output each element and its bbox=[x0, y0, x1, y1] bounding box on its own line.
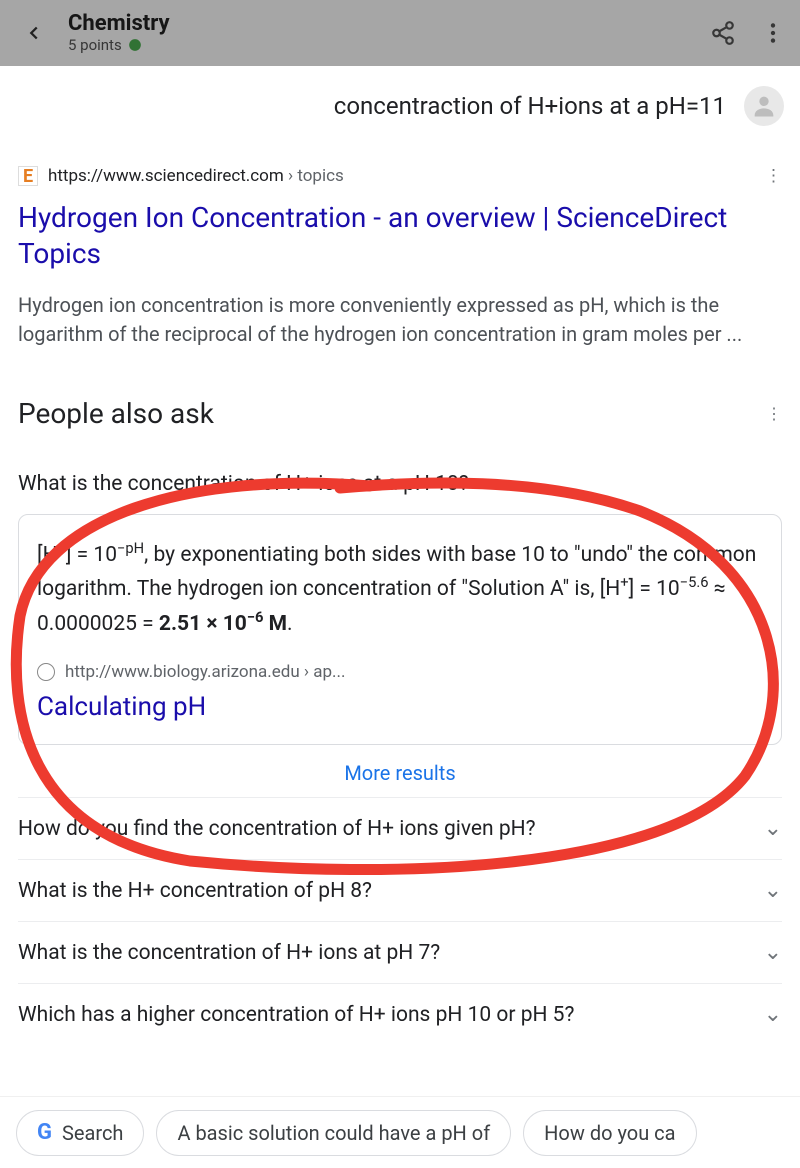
chevron-down-icon: ⌄ bbox=[764, 1002, 782, 1027]
paa-question[interactable]: Which has a higher concentration of H+ i… bbox=[18, 983, 782, 1045]
result-title[interactable]: Hydrogen Ion Concentration - an overview… bbox=[18, 200, 782, 273]
chip-label: Search bbox=[62, 1121, 123, 1145]
chip-suggestion[interactable]: A basic solution could have a pH of bbox=[156, 1110, 511, 1156]
paa-answer-link[interactable]: Calculating pH bbox=[37, 692, 763, 722]
paa-menu-icon[interactable]: ⋮ bbox=[766, 404, 782, 423]
search-result[interactable]: E https://www.sciencedirect.com › topics… bbox=[18, 146, 782, 357]
suggestion-chips: G Search A basic solution could have a p… bbox=[0, 1096, 800, 1168]
back-button[interactable] bbox=[14, 13, 54, 53]
more-icon[interactable] bbox=[760, 20, 786, 46]
header-points: 5 points bbox=[68, 36, 122, 54]
app-header: Chemistry 5 points bbox=[0, 0, 800, 66]
info-icon bbox=[128, 38, 142, 52]
header-title: Chemistry bbox=[68, 12, 710, 36]
paa-q3-text: What is the H+ concentration of pH 8? bbox=[18, 879, 372, 903]
avatar-icon bbox=[750, 92, 778, 120]
google-logo-icon: G bbox=[37, 1120, 52, 1145]
profile-avatar[interactable] bbox=[744, 86, 784, 126]
paa-header: People also ask ⋮ bbox=[18, 397, 782, 430]
back-icon bbox=[23, 22, 45, 44]
paa-answer-source: http://www.biology.arizona.edu › ap... bbox=[37, 662, 763, 682]
results-container: E https://www.sciencedirect.com › topics… bbox=[0, 146, 800, 1168]
src-path: › ap... bbox=[300, 662, 346, 682]
paa-answer-box: [H+] = 10−pH, by exponentiating both sid… bbox=[18, 514, 782, 746]
result-url-line: E https://www.sciencedirect.com › topics… bbox=[18, 166, 782, 186]
paa-q1-text: What is the concentration of H+ ions at … bbox=[18, 472, 469, 496]
chevron-down-icon: ⌄ bbox=[764, 940, 782, 965]
globe-icon bbox=[37, 663, 55, 681]
url-path: › topics bbox=[284, 166, 344, 186]
url-domain: https://www.sciencedirect.com bbox=[48, 166, 284, 186]
header-subtitle: 5 points bbox=[68, 36, 710, 54]
paa-answer-text: [H+] = 10−pH, by exponentiating both sid… bbox=[37, 537, 763, 641]
chip-suggestion[interactable]: How do you ca bbox=[523, 1110, 696, 1156]
src-url: http://www.biology.arizona.edu bbox=[65, 662, 300, 682]
paa-q2-text: How do you find the concentration of H+ … bbox=[18, 817, 536, 841]
chip-search[interactable]: G Search bbox=[16, 1110, 144, 1156]
favicon-icon: E bbox=[18, 166, 38, 186]
result-menu-icon[interactable]: ⋮ bbox=[765, 166, 782, 186]
paa-question[interactable]: How do you find the concentration of H+ … bbox=[18, 797, 782, 859]
result-url: https://www.sciencedirect.com › topics bbox=[48, 166, 344, 186]
search-bar: concentraction of H+ions at a pH=11 bbox=[0, 66, 800, 146]
result-snippet: Hydrogen ion concentration is more conve… bbox=[18, 291, 782, 349]
chevron-down-icon: ⌄ bbox=[764, 878, 782, 903]
paa-q4-text: What is the concentration of H+ ions at … bbox=[18, 941, 440, 965]
paa-title: People also ask bbox=[18, 397, 214, 430]
more-results-link[interactable]: More results bbox=[18, 745, 782, 797]
search-sheet: concentraction of H+ions at a pH=11 E ht… bbox=[0, 66, 800, 1168]
paa-question-expanded[interactable]: What is the concentration of H+ ions at … bbox=[18, 454, 782, 504]
chip-label: How do you ca bbox=[544, 1121, 675, 1145]
header-text: Chemistry 5 points bbox=[68, 12, 710, 54]
header-actions bbox=[710, 20, 786, 46]
chip-label: A basic solution could have a pH of bbox=[177, 1121, 490, 1145]
paa-question[interactable]: What is the H+ concentration of pH 8? ⌄ bbox=[18, 859, 782, 921]
paa-q5-text: Which has a higher concentration of H+ i… bbox=[18, 1003, 574, 1027]
paa-question[interactable]: What is the concentration of H+ ions at … bbox=[18, 921, 782, 983]
chevron-down-icon: ⌄ bbox=[764, 816, 782, 841]
share-icon[interactable] bbox=[710, 20, 736, 46]
search-query[interactable]: concentraction of H+ions at a pH=11 bbox=[334, 92, 726, 120]
